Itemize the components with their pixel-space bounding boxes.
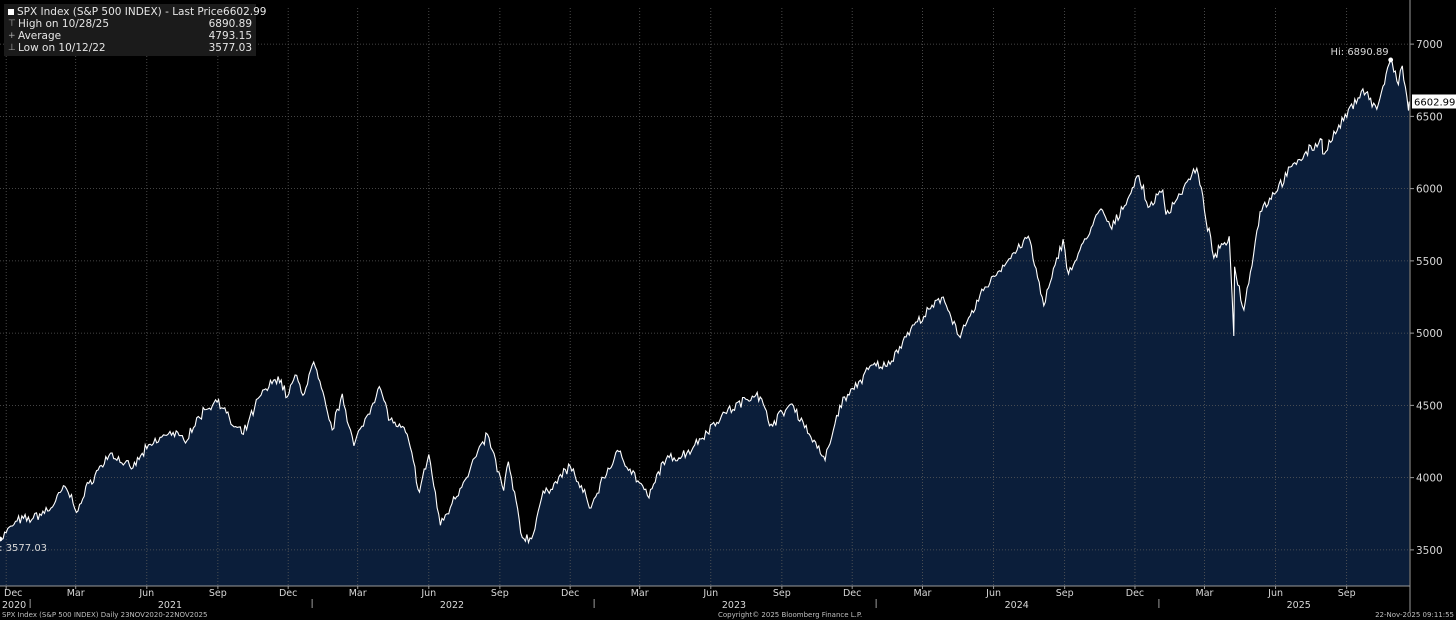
- legend-low-value: 3577.03: [208, 42, 252, 54]
- x-year-label: 2021: [158, 600, 182, 611]
- low-point-marker: [0, 536, 3, 542]
- x-tick-label: Sep: [491, 588, 509, 599]
- y-tick-label: 5000: [1416, 328, 1443, 340]
- legend-title-row: SPX Index (S&P 500 INDEX) - Last Price 6…: [8, 6, 266, 18]
- high-annotation: Hi: 6890.89: [1330, 47, 1388, 58]
- price-line: [0, 58, 1410, 545]
- x-tick-label: Sep: [1056, 588, 1074, 599]
- x-year-label: 2024: [1005, 600, 1029, 611]
- x-year-label: 2020: [2, 600, 26, 611]
- y-tick-label: 4000: [1416, 473, 1443, 485]
- last-price-tag: [1412, 94, 1456, 109]
- x-tick-label: Mar: [1196, 588, 1214, 599]
- x-tick-label: Sep: [209, 588, 227, 599]
- y-tick-label: 6000: [1416, 184, 1443, 196]
- high-marker-icon: ⊤: [8, 19, 16, 29]
- x-year-label: 2022: [440, 600, 464, 611]
- x-tick-label: Jun: [420, 588, 436, 599]
- low-marker-icon: ⊥: [8, 43, 16, 53]
- y-tick-label: 6500: [1416, 111, 1443, 123]
- x-tick-label: Mar: [349, 588, 367, 599]
- footer-source: SPX Index (S&P 500 INDEX) Daily 23NOV202…: [2, 611, 208, 619]
- legend-average-label: Average: [18, 30, 62, 42]
- x-tick-label: Mar: [67, 588, 85, 599]
- x-year-label: 2025: [1287, 600, 1311, 611]
- y-tick-label: 5500: [1416, 256, 1443, 268]
- average-marker-icon: +: [8, 31, 16, 41]
- x-tick-label: Sep: [1338, 588, 1356, 599]
- x-tick-label: Jun: [702, 588, 718, 599]
- x-tick-label: Dec: [1126, 588, 1144, 599]
- legend-high-value: 6890.89: [208, 18, 252, 30]
- legend-row-average: + Average 4793.15: [8, 30, 252, 42]
- y-tick-label: 7000: [1416, 39, 1443, 51]
- x-tick-label: Dec: [4, 588, 22, 599]
- high-point-marker: [1388, 57, 1394, 63]
- x-tick-label: Dec: [279, 588, 297, 599]
- footer-timestamp: 22-Nov-2025 09:11:55: [1375, 611, 1454, 619]
- x-tick-label: Jun: [138, 588, 154, 599]
- x-tick-label: Dec: [843, 588, 861, 599]
- legend-title: SPX Index (S&P 500 INDEX) - Last Price: [17, 6, 224, 18]
- legend-row-high: ⊤ High on 10/28/25 6890.89: [8, 18, 252, 30]
- x-tick-label: Jun: [985, 588, 1001, 599]
- last-price-tag-label: 6602.99: [1414, 97, 1455, 108]
- legend-average-value: 4793.15: [208, 30, 252, 42]
- x-tick-label: Dec: [561, 588, 579, 599]
- legend-row-low: ⊥ Low on 10/12/22 3577.03: [8, 42, 252, 54]
- y-tick-label: 3500: [1416, 545, 1443, 557]
- low-annotation: Low: 3577.03: [0, 543, 47, 554]
- y-tick-label: 4500: [1416, 400, 1443, 412]
- x-tick-label: Jun: [1267, 588, 1283, 599]
- legend-last-value: 6602.99: [223, 6, 267, 18]
- x-tick-label: Mar: [914, 588, 932, 599]
- x-tick-label: Mar: [631, 588, 649, 599]
- chart-legend: SPX Index (S&P 500 INDEX) - Last Price 6…: [4, 4, 266, 56]
- price-area: [0, 59, 1410, 586]
- legend-low-label: Low on 10/12/22: [18, 42, 106, 54]
- x-tick-label: Sep: [773, 588, 791, 599]
- series-swatch-icon: [8, 9, 14, 15]
- footer-copyright: Copyright© 2025 Bloomberg Finance L.P.: [718, 611, 863, 619]
- x-year-label: 2023: [722, 600, 746, 611]
- legend-high-label: High on 10/28/25: [18, 18, 110, 30]
